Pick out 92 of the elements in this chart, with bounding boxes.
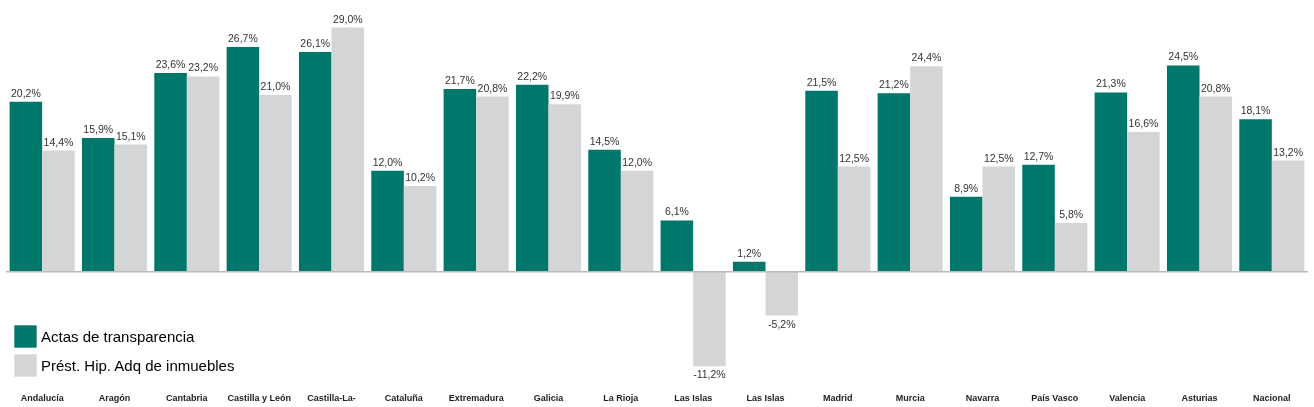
x-tick-label: Asturias: [1181, 392, 1218, 403]
data-label: 12,0%: [622, 155, 652, 168]
data-label: 12,0%: [372, 155, 403, 168]
legend-label: Prést. Hip. Adq de inmuebles: [41, 356, 235, 374]
bar: [949, 196, 983, 272]
bar: [588, 149, 621, 272]
data-label: 14,4%: [43, 135, 74, 148]
data-label: 21,0%: [260, 79, 291, 92]
x-tick-label: Andalucía: [20, 392, 65, 403]
bar: [1127, 131, 1160, 272]
x-tick-label: País Vasco: [1031, 392, 1079, 403]
bar: [1054, 222, 1088, 272]
data-label: 23,2%: [188, 61, 218, 74]
bar: [548, 104, 582, 272]
x-tick-label: Murcia: [895, 392, 926, 403]
data-label: 12,7%: [1023, 149, 1054, 162]
data-label: 20,2%: [11, 86, 41, 99]
x-tick-label: Nacional: [1253, 392, 1291, 403]
data-label: 14,5%: [589, 134, 620, 147]
data-label: 12,5%: [983, 151, 1014, 164]
data-label: 21,2%: [879, 78, 909, 91]
x-tick-label: Navarra: [965, 392, 1001, 403]
x-tick-label: Las Islas: [674, 392, 713, 403]
bar: [910, 66, 943, 272]
data-label: 10,2%: [405, 170, 435, 183]
data-label: 21,5%: [806, 75, 837, 88]
bar: [114, 144, 148, 272]
bar: [476, 96, 509, 272]
data-label: 20,8%: [1200, 81, 1231, 94]
data-label: -5,2%: [768, 317, 796, 330]
data-label: 13,2%: [1273, 145, 1303, 158]
bar: [443, 89, 477, 272]
data-label: 19,9%: [549, 89, 580, 102]
data-label: 16,6%: [1128, 116, 1159, 129]
bar: [403, 185, 437, 272]
data-label: 1,2%: [737, 246, 762, 259]
bar: [298, 51, 332, 272]
data-label: 21,3%: [1096, 77, 1126, 90]
bar: [154, 73, 187, 272]
data-label: 21,7%: [445, 74, 475, 87]
bar: [1166, 65, 1200, 272]
bar: [660, 220, 694, 272]
bar: [81, 137, 115, 272]
bar: [837, 166, 871, 272]
bar: [1022, 164, 1055, 272]
x-tick-label: Cantabria: [166, 392, 209, 403]
x-tick-label: Cataluña: [384, 392, 424, 403]
bar: [186, 76, 220, 272]
data-label: 20,8%: [477, 81, 508, 94]
x-tick-label: Galicia: [533, 392, 565, 403]
data-label: -11,2%: [693, 368, 726, 381]
data-label: 24,5%: [1168, 50, 1199, 63]
data-label: 5,8%: [1059, 207, 1084, 220]
bar: [259, 94, 292, 272]
x-tick-label: Castilla-La-: [307, 392, 356, 403]
bar: [515, 84, 549, 272]
bar: [1239, 119, 1272, 272]
bar: [982, 166, 1016, 272]
data-label: 26,1%: [300, 36, 331, 49]
data-label: 26,7%: [228, 31, 258, 44]
data-label: 24,4%: [911, 51, 942, 64]
bar: [732, 261, 766, 272]
bar: [1271, 160, 1305, 272]
x-tick-label: Valencia: [1109, 392, 1147, 403]
bar: [1199, 96, 1233, 272]
x-tick-label: Las Islas: [746, 392, 785, 403]
bar: [371, 170, 404, 272]
bar: [693, 271, 726, 367]
bar: [877, 93, 911, 272]
x-tick-label: Castilla y León: [227, 392, 291, 403]
x-tick-label: Extremadura: [448, 392, 505, 403]
x-tick-label: La Rioja: [603, 392, 640, 403]
bar: [805, 90, 838, 272]
x-tick-label: Aragón: [98, 392, 131, 403]
data-label: 8,9%: [954, 181, 979, 194]
data-label: 29,0%: [332, 12, 363, 25]
data-label: 18,1%: [1240, 104, 1271, 117]
bar: [42, 150, 75, 272]
bar: [9, 101, 43, 272]
data-label: 6,1%: [664, 205, 689, 218]
bar: [331, 27, 365, 272]
legend-label: Actas de transparencia: [41, 327, 196, 345]
bar: [1094, 92, 1128, 272]
bar: [226, 46, 260, 272]
data-label: 22,2%: [517, 69, 548, 82]
x-tick-label: Madrid: [823, 392, 853, 403]
data-label: 23,6%: [155, 58, 186, 71]
bar: [620, 170, 654, 272]
data-label: 15,1%: [115, 129, 146, 142]
data-label: 15,9%: [83, 122, 114, 135]
data-label: 12,5%: [839, 151, 869, 164]
bar: [765, 271, 799, 316]
